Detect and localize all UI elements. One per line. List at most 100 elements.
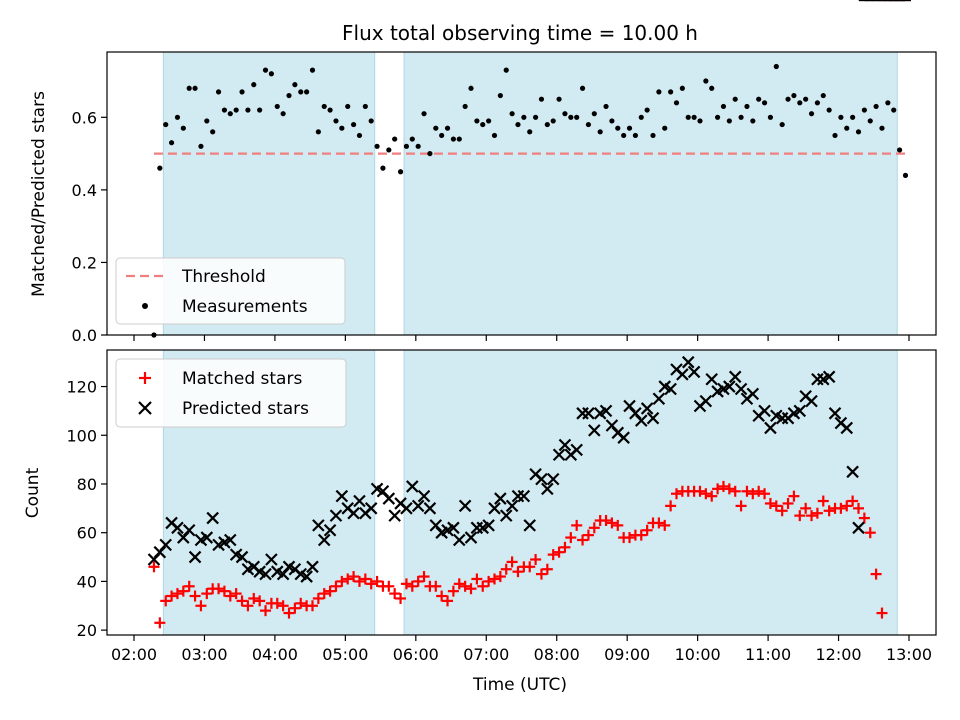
y-tick-label: 100: [66, 426, 97, 445]
matched-star-point: [841, 500, 853, 512]
matched-star-point: [723, 483, 735, 495]
measurement-point: [532, 114, 539, 120]
matched-star-point: [383, 580, 395, 592]
measurement-point: [568, 114, 574, 120]
measurement-point: [879, 125, 885, 131]
x-tick-label: 02:00: [111, 645, 157, 664]
measurement-point: [585, 121, 592, 128]
measurement-point: [803, 96, 809, 102]
measurement-point: [685, 114, 691, 120]
measurement-point: [168, 140, 175, 146]
matched-star-point: [230, 588, 242, 600]
matched-star-point: [624, 532, 636, 544]
measurement-points: [151, 63, 909, 338]
measurement-point: [550, 118, 556, 124]
legend-predicted-label: Predicted stars: [182, 399, 309, 419]
x-tick-label: 03:00: [181, 645, 227, 664]
predicted-star-point: [329, 509, 343, 522]
predicted-star-point: [206, 511, 219, 525]
matched-star-point: [365, 578, 377, 590]
measurement-point: [356, 132, 363, 139]
x-tick-label: 10:00: [675, 645, 721, 664]
matched-star-point: [312, 592, 324, 604]
measurement-point: [826, 107, 832, 113]
measurement-point: [163, 121, 169, 128]
matched-star-point: [588, 522, 600, 534]
matched-star-point: [295, 597, 307, 609]
top-axes-frame: [106, 51, 937, 336]
predicted-star-point: [188, 550, 202, 564]
measurement-point: [339, 125, 345, 131]
matched-star-point: [606, 517, 618, 529]
predicted-star-point: [364, 502, 378, 515]
measurement-point: [180, 125, 186, 131]
predicted-star-point: [406, 480, 419, 493]
measurement-point: [315, 129, 321, 135]
predicted-star-point: [846, 465, 859, 479]
measurement-point: [427, 150, 433, 157]
matched-star-point: [195, 600, 207, 612]
measurement-point: [885, 100, 891, 106]
predicted-star-point: [664, 382, 677, 396]
bottom-y-axis-label: Count: [23, 467, 43, 518]
matched-star-point: [782, 497, 794, 509]
matched-star-point: [811, 507, 823, 519]
measurement-point: [480, 121, 486, 128]
measurement-point: [820, 92, 826, 99]
matched-star-point: [858, 512, 870, 524]
y-tick-label: 40: [77, 572, 97, 591]
matched-star-point: [770, 500, 782, 512]
matched-star-point: [271, 597, 283, 609]
matched-star-point: [535, 568, 547, 580]
measurement-point: [720, 103, 727, 110]
legend-matched-swatch: [139, 372, 151, 384]
predicted-star-point: [705, 372, 719, 386]
matched-star-point: [330, 580, 342, 592]
matched-star-point: [277, 600, 289, 612]
x-tick-label: 04:00: [252, 645, 298, 664]
predicted-star-point: [699, 394, 713, 408]
matched-star-point: [283, 607, 295, 619]
predicted-star-points: [147, 0, 911, 583]
matched-star-point: [870, 568, 882, 580]
predicted-star-point: [171, 521, 184, 535]
predicted-star-point: [676, 368, 689, 381]
matched-star-point: [201, 588, 213, 600]
matched-star-point: [160, 595, 172, 607]
measurement-point: [521, 114, 527, 120]
predicted-star-point: [681, 355, 695, 369]
measurement-point: [456, 136, 462, 142]
matched-star-point: [318, 588, 330, 600]
matched-star-point: [213, 583, 225, 595]
measurement-point: [210, 129, 216, 135]
matched-star-point: [559, 541, 571, 553]
measurement-point: [239, 89, 245, 95]
measurement-point: [574, 114, 580, 120]
predicted-star-point: [464, 531, 478, 544]
x-tick-label: 08:00: [534, 645, 580, 664]
predicted-star-point: [494, 492, 507, 505]
predicted-star-point: [447, 521, 460, 535]
matched-star-point: [847, 495, 859, 507]
measurement-point: [615, 125, 621, 131]
measurement-point: [280, 111, 286, 117]
measurement-point: [814, 100, 821, 106]
bottom-panel: 20 40 60 80 100 120 02:00 03:00 04:00 05:00 06:00…: [23, 0, 937, 695]
matched-star-point: [406, 580, 418, 592]
matched-star-point: [166, 590, 178, 602]
matched-star-point: [753, 485, 765, 497]
measurement-point: [538, 96, 545, 102]
measurement-point: [368, 118, 374, 124]
predicted-star-point: [588, 424, 601, 437]
measurement-point: [221, 107, 228, 113]
predicted-star-point: [570, 443, 583, 457]
measurement-point: [491, 132, 498, 139]
measurement-point: [268, 71, 274, 77]
matched-star-point: [395, 592, 407, 604]
measurement-point: [756, 96, 762, 102]
matched-star-point: [412, 575, 424, 587]
bottom-legend: Matched stars Predicted stars: [115, 358, 347, 428]
matched-star-point: [788, 490, 800, 502]
measurement-point: [579, 85, 586, 91]
matched-star-point: [635, 529, 647, 541]
